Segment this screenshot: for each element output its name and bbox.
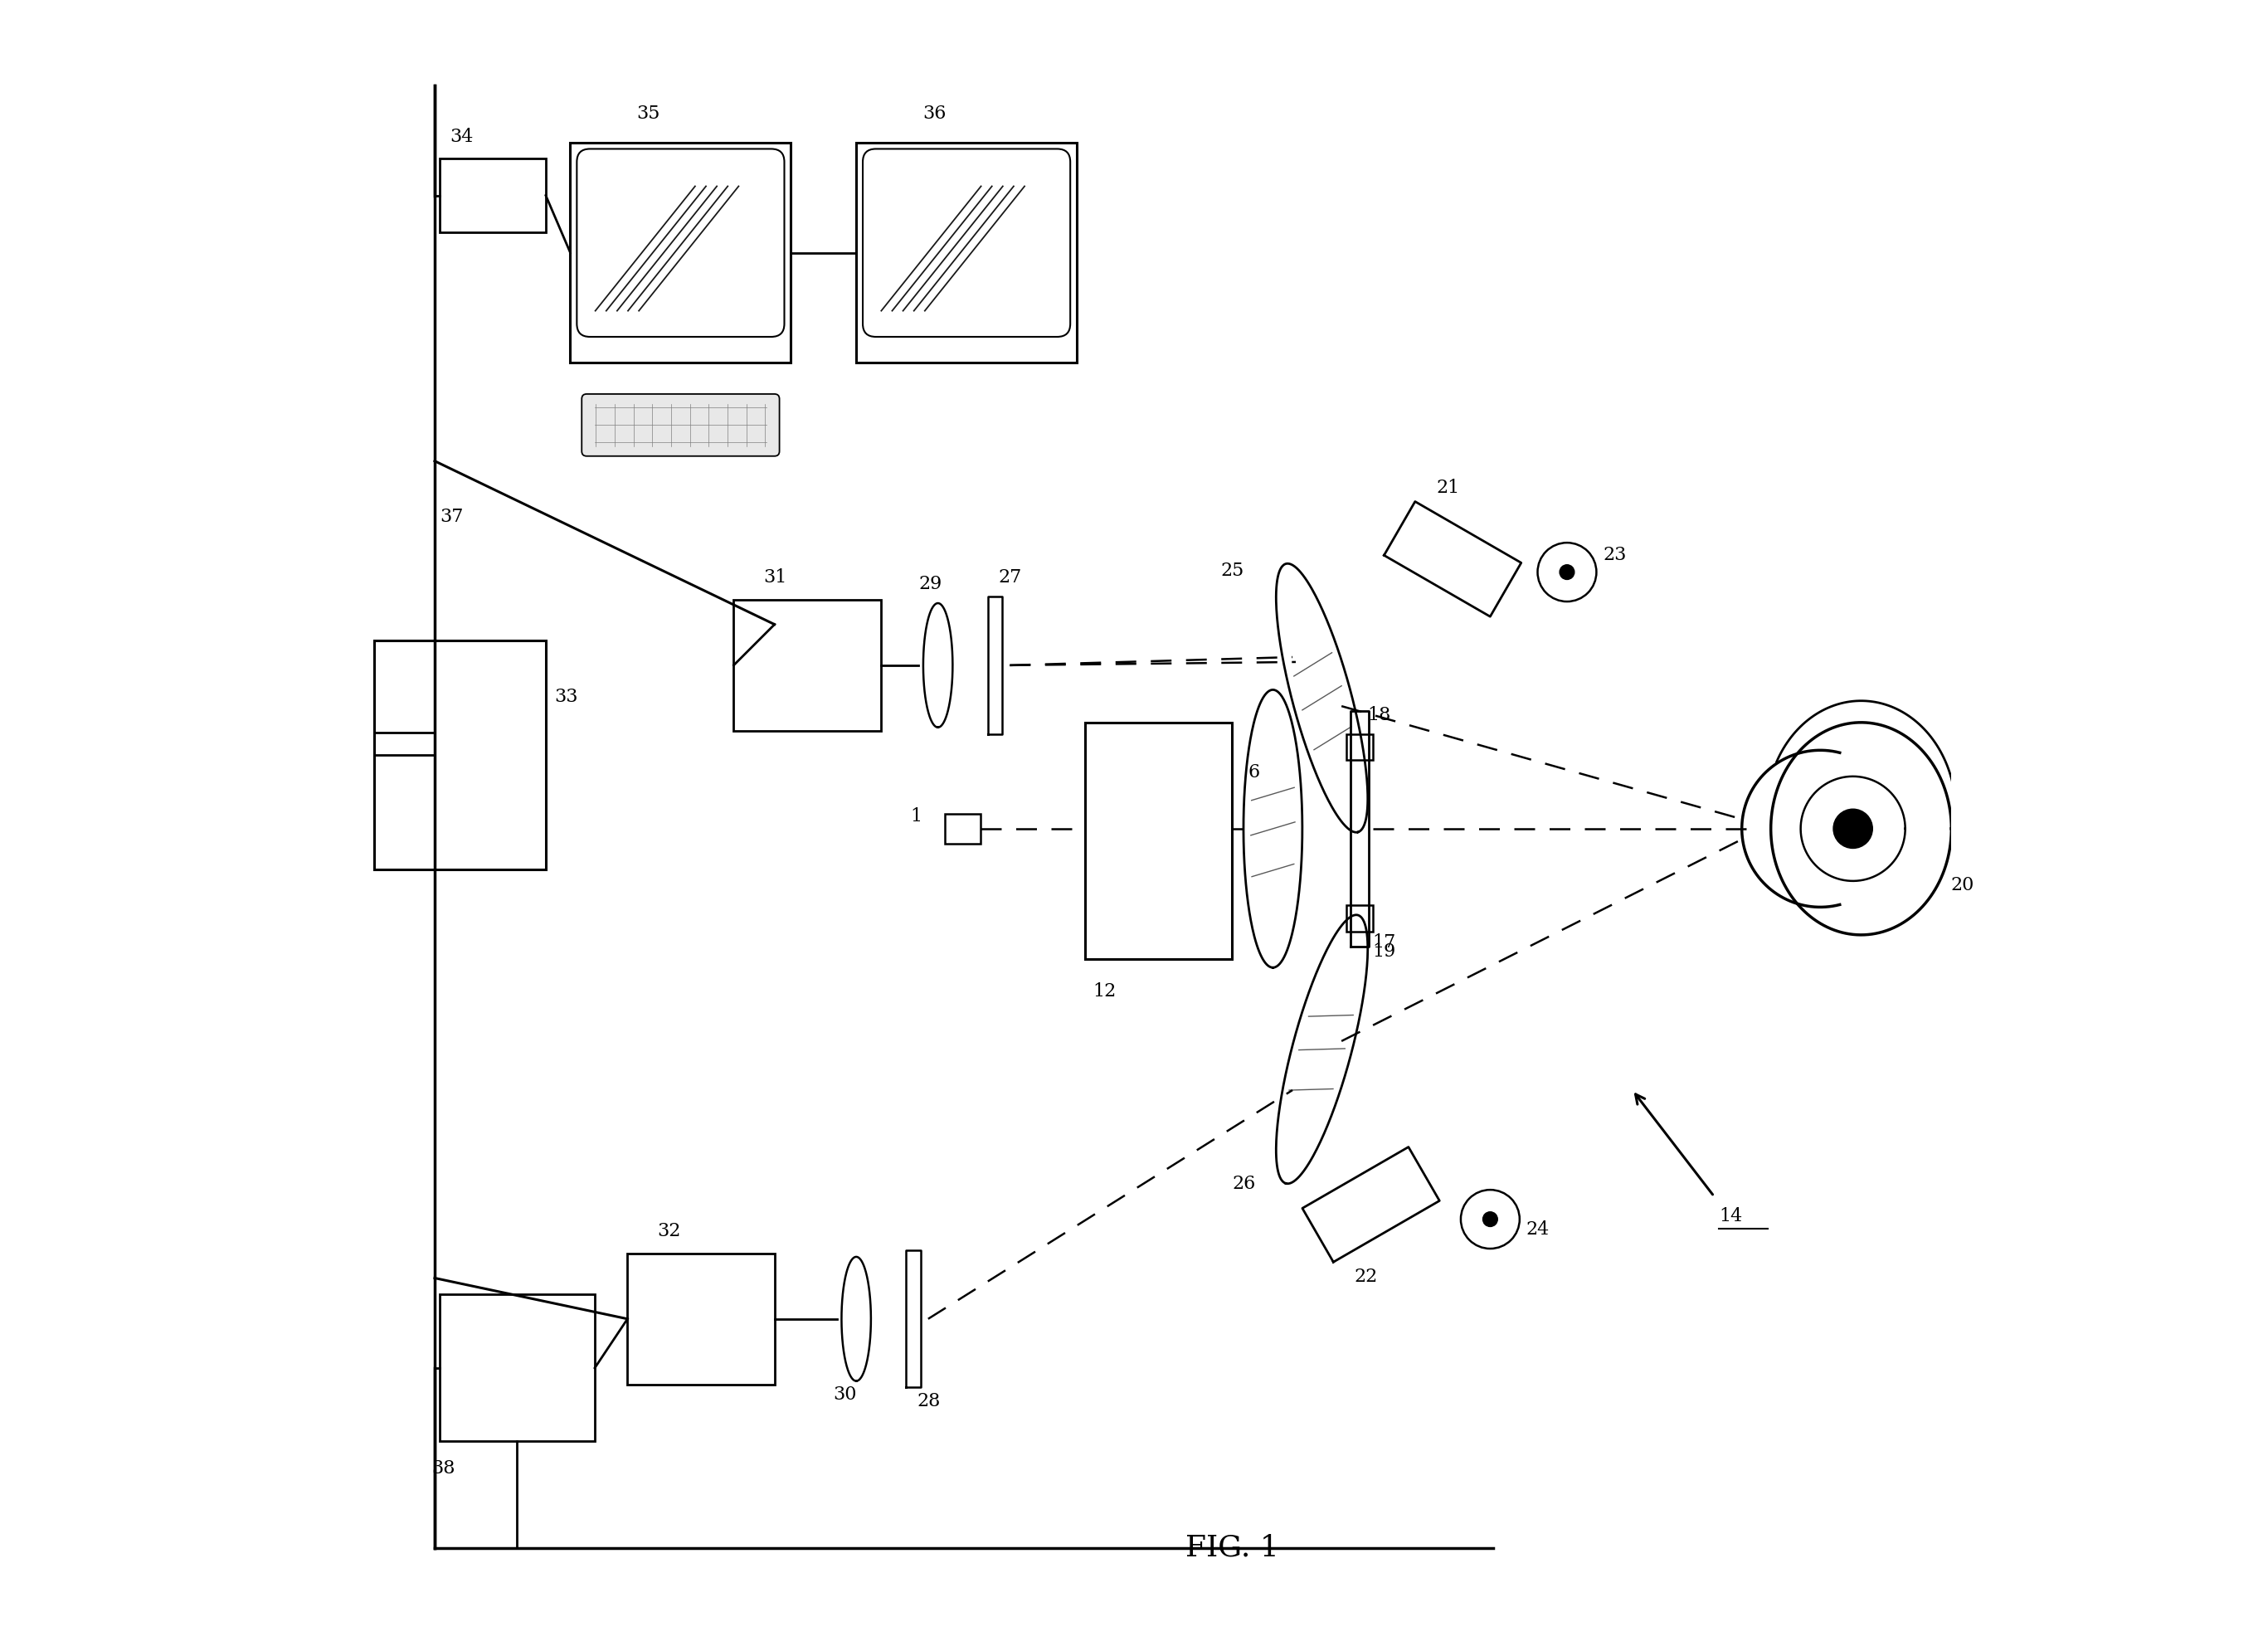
Text: 23: 23: [1603, 546, 1626, 565]
Text: 37: 37: [440, 509, 463, 527]
Circle shape: [1833, 809, 1873, 848]
Text: 27: 27: [998, 568, 1023, 587]
Text: 17: 17: [1372, 934, 1397, 952]
Text: FIG. 1: FIG. 1: [1186, 1534, 1279, 1562]
Text: 34: 34: [449, 128, 474, 146]
Bar: [1347, 734, 1372, 760]
FancyBboxPatch shape: [862, 149, 1070, 336]
Text: 36: 36: [923, 105, 946, 123]
Text: 38: 38: [431, 1459, 456, 1477]
Text: 20: 20: [1950, 876, 1975, 894]
Text: 30: 30: [832, 1385, 857, 1403]
Text: 28: 28: [916, 1392, 941, 1410]
Bar: [628, 1254, 776, 1385]
Text: 1: 1: [909, 807, 921, 825]
Bar: [1347, 906, 1372, 932]
Text: 14: 14: [1719, 1208, 1742, 1226]
Text: 29: 29: [919, 574, 941, 594]
Bar: [1084, 722, 1232, 960]
Bar: [943, 814, 980, 843]
Bar: [569, 143, 792, 363]
Text: 21: 21: [1436, 479, 1461, 497]
Text: 22: 22: [1354, 1268, 1379, 1287]
Text: 33: 33: [553, 688, 578, 706]
Text: 25: 25: [1220, 561, 1245, 581]
Text: 19: 19: [1372, 944, 1397, 962]
Bar: [733, 601, 880, 730]
Bar: [440, 1295, 594, 1441]
Text: 26: 26: [1232, 1175, 1256, 1193]
FancyBboxPatch shape: [576, 149, 785, 336]
Text: 31: 31: [762, 568, 787, 587]
Text: 12: 12: [1093, 981, 1116, 1001]
Circle shape: [1560, 565, 1574, 579]
Text: 32: 32: [658, 1223, 680, 1241]
Text: 24: 24: [1526, 1221, 1549, 1239]
Bar: [857, 143, 1077, 363]
Bar: [440, 159, 547, 233]
Text: 35: 35: [637, 105, 660, 123]
Text: 6: 6: [1247, 763, 1261, 781]
FancyBboxPatch shape: [581, 394, 780, 456]
Bar: [374, 640, 547, 870]
Text: 18: 18: [1368, 706, 1390, 724]
Circle shape: [1483, 1211, 1497, 1226]
